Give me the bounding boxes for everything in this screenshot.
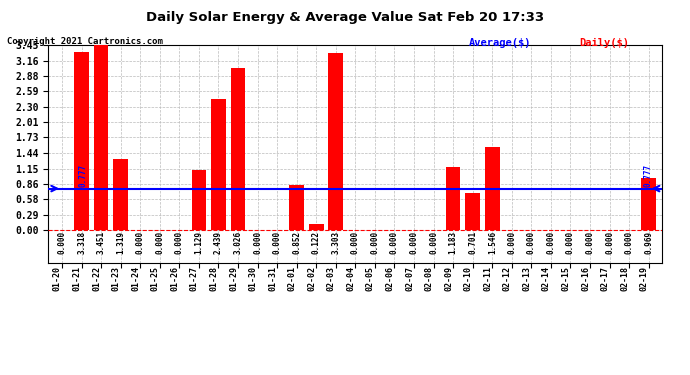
Text: 02-06: 02-06 bbox=[386, 266, 395, 291]
Text: 01-30: 01-30 bbox=[248, 266, 257, 291]
Text: 0.000: 0.000 bbox=[253, 231, 262, 255]
Text: Average($): Average($) bbox=[469, 38, 532, 48]
Text: 02-03: 02-03 bbox=[327, 266, 336, 291]
Bar bbox=[113, 159, 128, 230]
Text: 0.000: 0.000 bbox=[57, 231, 66, 255]
Bar bbox=[289, 184, 304, 230]
Text: 02-16: 02-16 bbox=[581, 266, 590, 291]
Text: 01-25: 01-25 bbox=[151, 266, 160, 291]
Text: 01-28: 01-28 bbox=[210, 266, 219, 291]
Bar bbox=[230, 68, 246, 230]
Text: 01-24: 01-24 bbox=[131, 266, 140, 291]
Bar bbox=[75, 52, 89, 230]
Text: 02-11: 02-11 bbox=[483, 266, 492, 291]
Text: 02-05: 02-05 bbox=[366, 266, 375, 291]
Text: 1.129: 1.129 bbox=[195, 231, 204, 255]
Text: 0.000: 0.000 bbox=[566, 231, 575, 255]
Text: 02-09: 02-09 bbox=[444, 266, 453, 291]
Text: 0.969: 0.969 bbox=[644, 231, 653, 255]
Text: 1.183: 1.183 bbox=[448, 231, 457, 255]
Text: 02-15: 02-15 bbox=[562, 266, 571, 291]
Text: 0.000: 0.000 bbox=[390, 231, 399, 255]
Text: 0.000: 0.000 bbox=[546, 231, 555, 255]
Text: 3.451: 3.451 bbox=[97, 231, 106, 255]
Bar bbox=[485, 147, 500, 230]
Text: 01-23: 01-23 bbox=[112, 266, 121, 291]
Text: 0.000: 0.000 bbox=[507, 231, 516, 255]
Text: 01-26: 01-26 bbox=[170, 266, 179, 291]
Text: 01-27: 01-27 bbox=[190, 266, 199, 291]
Text: 0.701: 0.701 bbox=[469, 231, 477, 255]
Text: 02-08: 02-08 bbox=[424, 266, 433, 291]
Bar bbox=[642, 178, 656, 230]
Text: 02-12: 02-12 bbox=[503, 266, 512, 291]
Text: 0.122: 0.122 bbox=[312, 231, 321, 255]
Text: 02-17: 02-17 bbox=[600, 266, 609, 291]
Bar bbox=[192, 170, 206, 230]
Text: 0.000: 0.000 bbox=[586, 231, 595, 255]
Text: 0.000: 0.000 bbox=[175, 231, 184, 255]
Bar bbox=[328, 53, 343, 230]
Text: 02-07: 02-07 bbox=[405, 266, 414, 291]
Text: 02-01: 02-01 bbox=[288, 266, 297, 291]
Text: 01-29: 01-29 bbox=[229, 266, 238, 291]
Text: 02-13: 02-13 bbox=[522, 266, 531, 291]
Text: Copyright 2021 Cartronics.com: Copyright 2021 Cartronics.com bbox=[7, 38, 163, 46]
Text: 3.026: 3.026 bbox=[233, 231, 242, 255]
Text: 1.546: 1.546 bbox=[488, 231, 497, 255]
Bar bbox=[465, 193, 480, 230]
Bar bbox=[446, 167, 460, 230]
Text: 3.303: 3.303 bbox=[331, 231, 340, 255]
Text: 02-10: 02-10 bbox=[464, 266, 473, 291]
Text: 01-31: 01-31 bbox=[268, 266, 277, 291]
Text: 02-14: 02-14 bbox=[542, 266, 551, 291]
Bar bbox=[94, 45, 108, 230]
Text: 0.777: 0.777 bbox=[78, 164, 87, 188]
Text: 02-18: 02-18 bbox=[620, 266, 629, 291]
Text: 0.000: 0.000 bbox=[527, 231, 536, 255]
Text: 01-20: 01-20 bbox=[53, 266, 62, 291]
Text: 0.000: 0.000 bbox=[410, 231, 419, 255]
Text: 0.000: 0.000 bbox=[351, 231, 360, 255]
Text: 02-19: 02-19 bbox=[640, 266, 649, 291]
Bar bbox=[309, 224, 324, 230]
Text: 0.000: 0.000 bbox=[371, 231, 380, 255]
Text: 0.777: 0.777 bbox=[643, 164, 652, 188]
Text: 0.000: 0.000 bbox=[155, 231, 164, 255]
Text: Daily($): Daily($) bbox=[580, 38, 629, 48]
Text: 01-21: 01-21 bbox=[72, 266, 81, 291]
Text: 0.852: 0.852 bbox=[292, 231, 301, 255]
Bar bbox=[211, 99, 226, 230]
Text: 3.318: 3.318 bbox=[77, 231, 86, 255]
Text: 0.000: 0.000 bbox=[136, 231, 145, 255]
Text: 0.000: 0.000 bbox=[273, 231, 282, 255]
Text: Daily Solar Energy & Average Value Sat Feb 20 17:33: Daily Solar Energy & Average Value Sat F… bbox=[146, 11, 544, 24]
Text: 0.000: 0.000 bbox=[624, 231, 633, 255]
Text: 02-04: 02-04 bbox=[346, 266, 355, 291]
Text: 01-22: 01-22 bbox=[92, 266, 101, 291]
Text: 0.000: 0.000 bbox=[429, 231, 438, 255]
Text: 2.439: 2.439 bbox=[214, 231, 223, 255]
Text: 0.000: 0.000 bbox=[605, 231, 614, 255]
Text: 02-02: 02-02 bbox=[307, 266, 316, 291]
Text: 1.319: 1.319 bbox=[116, 231, 125, 255]
